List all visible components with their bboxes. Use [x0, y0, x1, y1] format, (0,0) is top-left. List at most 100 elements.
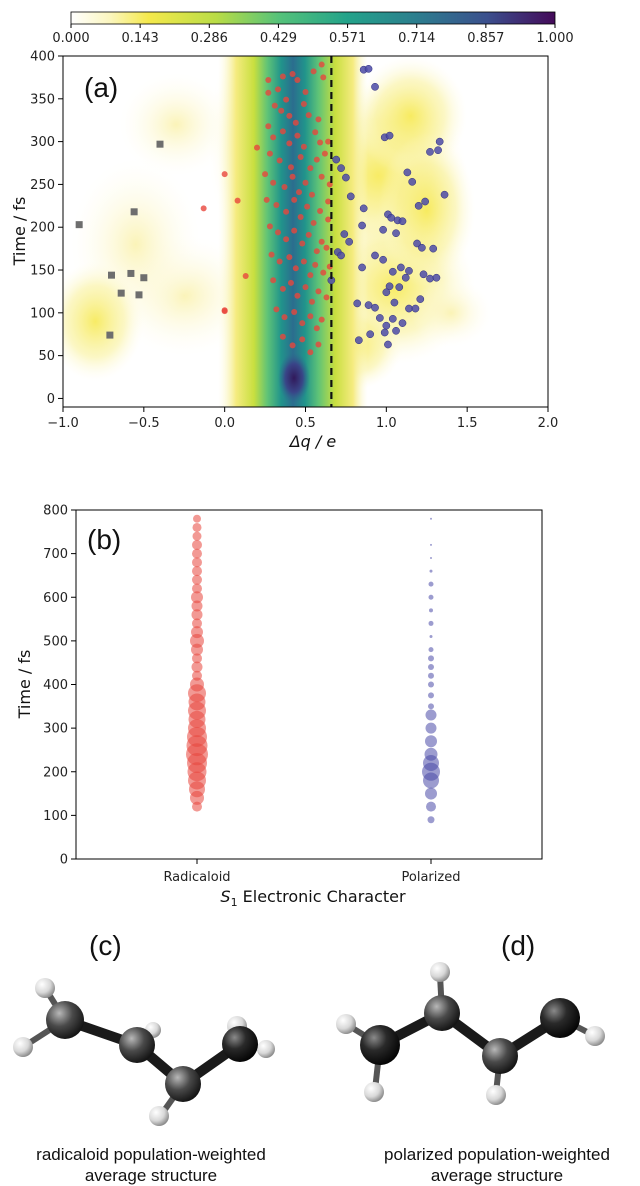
polarized-point	[385, 282, 394, 291]
polarized-bubble	[428, 692, 434, 699]
radicaloid-point	[325, 216, 332, 223]
y-axis-label-a: Time / fs	[10, 197, 29, 267]
polarized-bubble	[428, 664, 434, 671]
radicaloid-point	[317, 207, 324, 214]
polarized-point	[413, 239, 421, 248]
colorbar-tick-label: 0.143	[122, 31, 159, 46]
x-tick-label-a: 1.5	[457, 416, 478, 431]
radicaloid-point	[325, 138, 332, 145]
radicaloid-point	[323, 294, 330, 301]
x-tick-label-a: −1.0	[47, 416, 79, 431]
panel-a: −1.0 −0.5 0.0 0.5 1.0 1.5 2.0 0 50 100 150 200 250 3…	[10, 50, 558, 452]
radicaloid-point	[297, 213, 304, 220]
polarized-bubble	[428, 703, 434, 710]
radicaloid-bubble	[190, 677, 204, 692]
radicaloid-point	[286, 254, 293, 261]
radicaloid-point	[289, 342, 296, 349]
polarized-point	[387, 213, 396, 222]
radicaloid-bubble	[191, 661, 203, 673]
y-tick-label-b: 0	[60, 853, 68, 868]
x-axis-b: Radicaloid Polarized	[163, 859, 460, 885]
polarized-point	[388, 267, 397, 276]
radicaloid-point	[242, 273, 249, 280]
molecule-polarized	[336, 962, 605, 1105]
radicaloid-point	[321, 150, 328, 157]
y-tick-label-a: 0	[47, 392, 55, 407]
x-tick-label-a: 0.0	[214, 416, 235, 431]
polarized-point	[340, 230, 349, 238]
radicaloid-bubble	[190, 633, 204, 648]
radicaloid-point	[323, 244, 330, 251]
radicaloid-bubble	[192, 574, 202, 585]
y-tick-label-a: 250	[30, 178, 55, 193]
polarized-point	[376, 314, 384, 322]
caption-c-line2: average structure	[85, 1166, 217, 1185]
colorbar-tick-label: 0.286	[191, 31, 228, 46]
polarized-point	[342, 173, 350, 182]
radicaloid-point	[297, 154, 304, 161]
radicaloid-point	[286, 140, 293, 147]
polarized-point	[419, 270, 428, 279]
panel-c: (c) radicaloid population-weight	[13, 930, 275, 1185]
other-point	[127, 269, 135, 277]
density-blob	[119, 73, 233, 176]
radicaloid-point	[299, 320, 306, 327]
polarized-bubble	[428, 681, 434, 688]
polarized-point	[416, 295, 425, 303]
population-bubbles	[186, 514, 440, 824]
polarized-point	[405, 304, 413, 313]
radicaloid-point	[294, 76, 301, 83]
radicaloid-point	[254, 144, 260, 151]
colorbar-ticks: 0.000 0.143 0.286 0.429 0.571 0.714 0.857 1.000	[52, 24, 574, 46]
polarized-bubble	[429, 635, 433, 639]
polarized-point	[411, 304, 420, 313]
radicaloid-bubble	[192, 566, 202, 577]
y-tick-label-a: 150	[30, 264, 55, 279]
radicaloid-point	[302, 88, 309, 95]
panel-label-b: (b)	[87, 524, 121, 555]
density-map	[63, 56, 548, 407]
caption-c-line1: radicaloid population-weighted	[36, 1145, 266, 1164]
polarized-bubble	[428, 581, 434, 587]
radicaloid-point	[305, 231, 312, 238]
polarized-point	[353, 299, 362, 308]
radicaloid-bubble	[192, 539, 202, 550]
x-tick-label-b: Polarized	[402, 870, 461, 885]
colorbar-tick-label: 0.571	[329, 31, 366, 46]
y-tick-label-b: 600	[43, 591, 68, 606]
radicaloid-point	[287, 279, 294, 286]
polarized-bubble	[426, 801, 436, 812]
polarized-point	[371, 82, 379, 91]
polarized-bubble	[430, 543, 432, 546]
polarized-bubble	[430, 556, 432, 559]
density-core	[278, 352, 310, 404]
radicaloid-point	[307, 349, 314, 356]
radicaloid-point	[313, 156, 320, 163]
polarized-point	[392, 229, 400, 238]
panel-d: (d) polarized population-weighted averag…	[336, 930, 610, 1185]
radicaloid-bubble	[192, 618, 202, 629]
radicaloid-point	[304, 203, 311, 210]
polarized-point	[371, 251, 379, 260]
polarized-point	[345, 237, 353, 246]
polarized-point	[332, 155, 341, 164]
radicaloid-point	[200, 205, 207, 212]
panel-label-a: (a)	[84, 72, 118, 103]
polarized-point	[426, 274, 434, 283]
other-point	[156, 140, 164, 148]
radicaloid-point	[221, 308, 228, 315]
y-tick-label-b: 300	[43, 722, 68, 737]
radicaloid-point	[307, 165, 314, 172]
polarized-point	[398, 319, 407, 327]
radicaloid-point	[312, 129, 319, 136]
molecule-radicaloid	[13, 978, 275, 1126]
polarized-bubble	[429, 608, 433, 613]
radicaloid-point	[270, 179, 277, 186]
colorbar-gradient	[70, 11, 556, 25]
radicaloid-point	[278, 107, 285, 114]
polarized-bubble	[424, 747, 438, 761]
radicaloid-point	[320, 74, 327, 81]
radicaloid-point	[289, 70, 296, 77]
polarized-point	[346, 192, 355, 201]
